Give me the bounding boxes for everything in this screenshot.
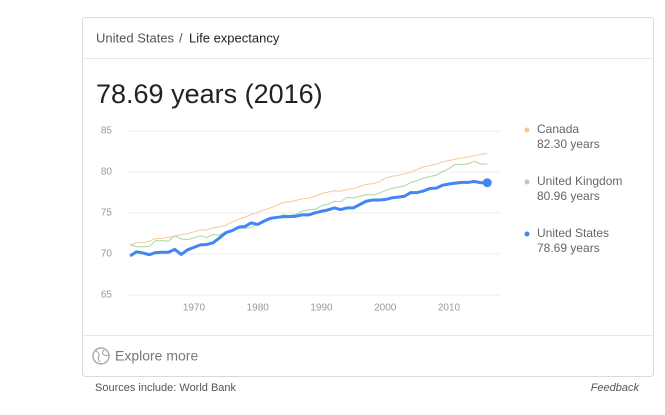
x-tick-label: 2000: [374, 303, 397, 314]
globe-land: [95, 349, 109, 363]
sources: Sources include: World Bank: [95, 382, 237, 394]
legend-value: 80.96 years: [537, 189, 600, 203]
series-line: [130, 152, 488, 246]
x-tick-label: 1980: [247, 303, 270, 314]
legend-value: 82.30 years: [537, 137, 600, 151]
y-tick-label: 65: [101, 290, 113, 301]
globe: [92, 347, 110, 365]
series-line: [129, 180, 488, 258]
x-tick-label: 1990: [310, 303, 333, 314]
explore-more[interactable]: Explore more: [115, 348, 198, 364]
legend-name: United States: [537, 226, 609, 240]
card: [82, 17, 654, 377]
globe-icon[interactable]: [92, 347, 110, 365]
legend-swatch: [524, 179, 530, 185]
x-tick-label: 2010: [438, 303, 461, 314]
legend-swatch: [524, 127, 530, 133]
headline: 78.69 years (2016): [96, 79, 323, 109]
y-tick-label: 70: [101, 249, 113, 260]
legend-name: United Kingdom: [537, 174, 622, 188]
y-tick-label: 85: [101, 126, 113, 137]
breadcrumb-country[interactable]: United States: [96, 30, 175, 45]
end-point: [482, 178, 492, 188]
series-line: [130, 160, 488, 248]
breadcrumb-separator: /: [179, 30, 183, 45]
legend-swatch: [524, 231, 530, 237]
feedback[interactable]: Feedback: [591, 382, 640, 394]
y-tick-label: 80: [101, 167, 113, 178]
x-tick-label: 1970: [183, 303, 206, 314]
legend-value: 78.69 years: [537, 241, 600, 255]
y-tick-label: 75: [101, 208, 113, 219]
breadcrumb-topic: Life expectancy: [189, 30, 280, 45]
legend-name: Canada: [537, 122, 579, 136]
